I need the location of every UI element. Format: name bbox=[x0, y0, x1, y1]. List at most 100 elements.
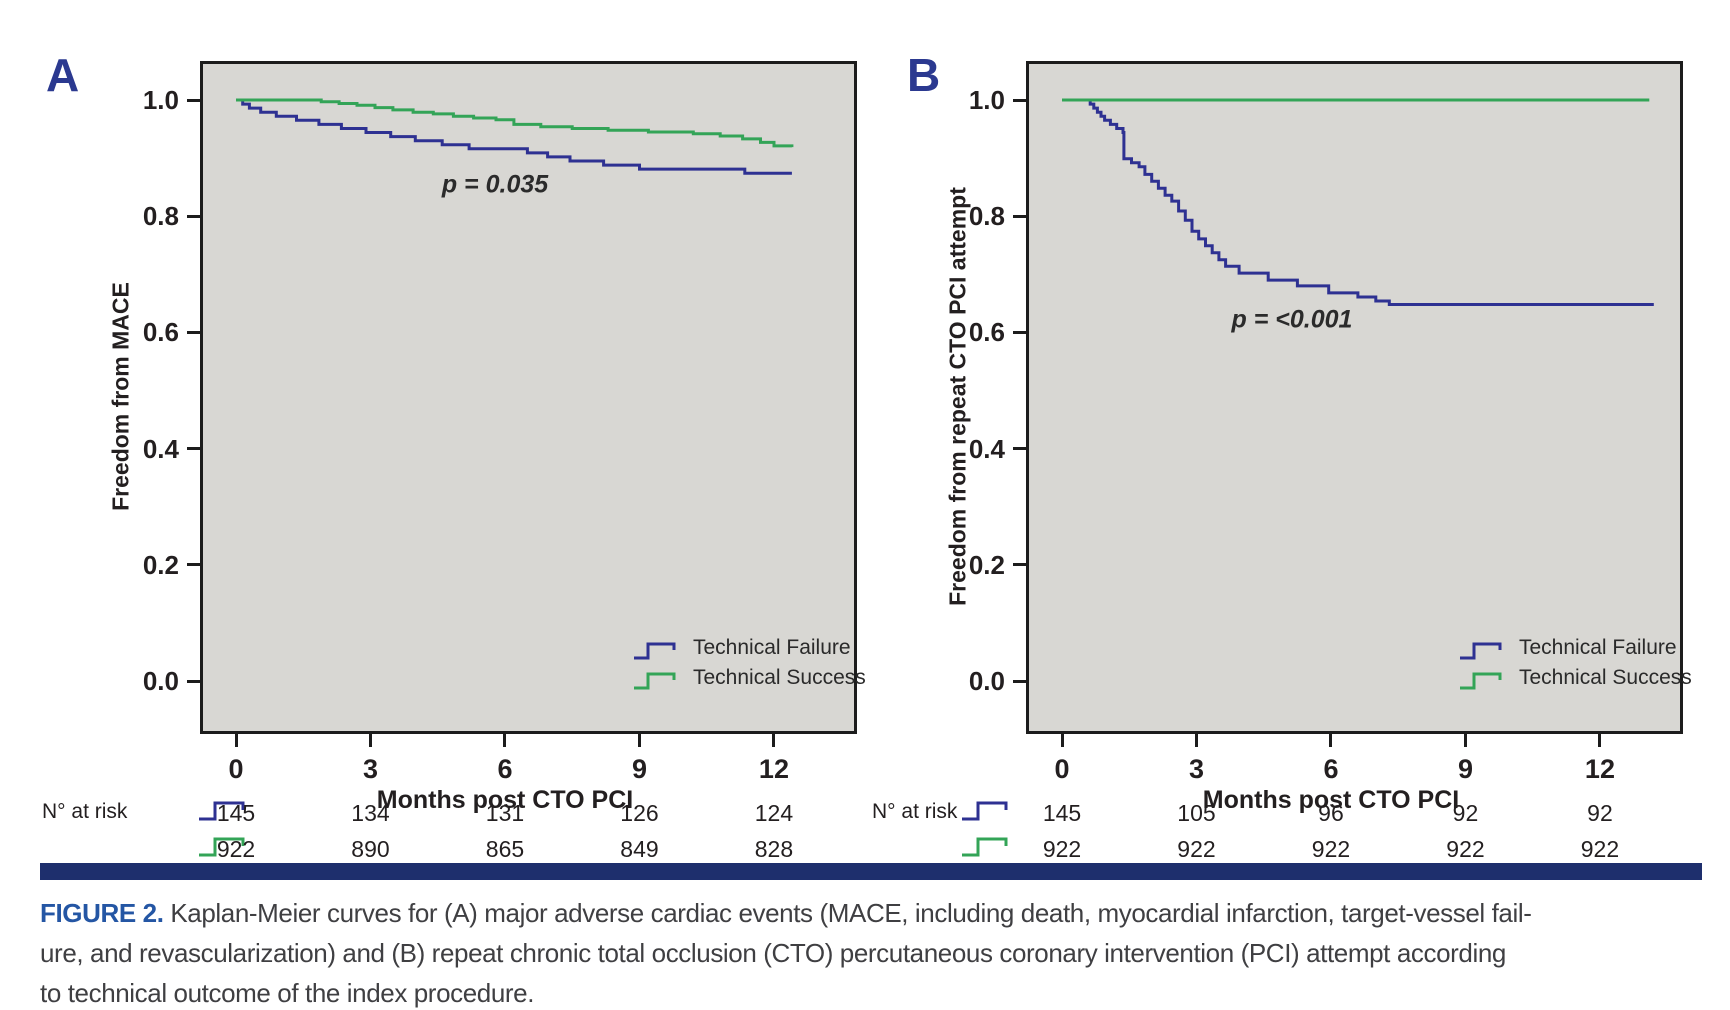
y-tick-label: 0.6 bbox=[142, 317, 179, 348]
caption-figure-tag: FIGURE 2. bbox=[40, 898, 164, 928]
panel-a-legend-success: Technical Success bbox=[633, 666, 866, 692]
x-tick-label: 6 bbox=[1323, 754, 1339, 784]
x-tick-mark bbox=[368, 734, 372, 747]
x-tick-mark bbox=[1329, 734, 1333, 747]
panel-a-risk-failure-icon bbox=[199, 801, 245, 821]
risk-count: 126 bbox=[620, 800, 659, 826]
failure-step-line-icon bbox=[634, 642, 676, 660]
km-curve-technical-success bbox=[236, 98, 794, 148]
caption-divider-bar bbox=[40, 863, 1702, 880]
risk-count: 922 bbox=[1177, 836, 1216, 862]
panel-b-x-axis-label: Months post CTO PCI bbox=[1202, 786, 1460, 814]
x-tick-mark bbox=[234, 734, 238, 747]
panel-a-km-curves bbox=[236, 98, 794, 175]
panel-b-risk-label: N° at risk bbox=[872, 800, 958, 823]
risk-count: 92 bbox=[1452, 800, 1479, 826]
risk-count: 890 bbox=[351, 836, 390, 862]
y-tick-mark bbox=[187, 447, 200, 451]
x-tick-mark bbox=[1060, 734, 1064, 747]
risk-count: 145 bbox=[216, 800, 256, 826]
figure-caption: FIGURE 2. Kaplan-Meier curves for (A) ma… bbox=[40, 893, 1710, 1010]
caption-line-1: FIGURE 2. Kaplan-Meier curves for (A) ma… bbox=[40, 893, 1710, 933]
y-tick-label: 1.0 bbox=[968, 85, 1005, 115]
risk-count: 922 bbox=[1580, 836, 1620, 862]
legend-label-success: Technical Success bbox=[693, 666, 866, 689]
y-tick-label: 0.4 bbox=[142, 433, 179, 464]
x-tick-mark bbox=[637, 734, 641, 747]
risk-count: 131 bbox=[485, 800, 525, 826]
y-tick-label: 0.8 bbox=[968, 201, 1005, 232]
panel-b-legend-failure: Technical Failure bbox=[1459, 636, 1679, 662]
panel-a-risk-label: N° at risk bbox=[42, 800, 128, 823]
legend-label-success: Technical Success bbox=[1519, 666, 1692, 689]
caption-line-3: to technical outcome of the index proced… bbox=[40, 978, 535, 1008]
x-tick-label: 9 bbox=[1457, 754, 1473, 784]
panel-b-legend-success: Technical Success bbox=[1459, 666, 1692, 692]
panel-b-p-value: p = <0.001 bbox=[1231, 305, 1353, 334]
risk-count: 105 bbox=[1177, 800, 1216, 826]
y-tick-mark bbox=[1013, 563, 1026, 567]
y-tick-label: 1.0 bbox=[142, 85, 179, 115]
x-tick-label: 6 bbox=[497, 754, 513, 784]
y-tick-mark bbox=[187, 98, 200, 102]
risk-count: 922 bbox=[1042, 836, 1082, 862]
x-tick-label: 3 bbox=[1188, 754, 1204, 784]
panel-a-y-axis-label: Freedom from MACE bbox=[107, 282, 134, 511]
y-tick-label: 0.0 bbox=[142, 666, 179, 696]
panel-b-y-axis-label: Freedom from repeat CTO PCI attempt bbox=[944, 187, 971, 606]
legend-label-failure: Technical Failure bbox=[693, 636, 851, 659]
panel-a-p-value: p = 0.035 bbox=[441, 170, 549, 199]
risk-count: 922 bbox=[1311, 836, 1351, 862]
success-step-line-icon bbox=[634, 672, 676, 690]
y-tick-mark bbox=[1013, 214, 1026, 218]
x-tick-label: 3 bbox=[362, 754, 378, 784]
km-curve-technical-failure bbox=[236, 98, 792, 175]
risk-count: 922 bbox=[216, 836, 256, 862]
y-tick-mark bbox=[187, 563, 200, 567]
y-tick-mark bbox=[1013, 447, 1026, 451]
y-tick-label: 0.0 bbox=[968, 666, 1005, 696]
risk-count: 134 bbox=[351, 800, 390, 826]
risk-count: 865 bbox=[485, 836, 525, 862]
panel-b-letter: B bbox=[907, 49, 941, 101]
failure-step-line-icon bbox=[1460, 642, 1502, 660]
panel-a-legend-failure: Technical Failure bbox=[633, 636, 853, 662]
x-tick-label: 0 bbox=[228, 754, 244, 784]
km-curve-technical-failure bbox=[1062, 98, 1654, 306]
y-tick-mark bbox=[1013, 679, 1026, 683]
success-step-line-icon bbox=[1460, 672, 1502, 690]
x-tick-mark bbox=[1194, 734, 1198, 747]
y-tick-label: 0.4 bbox=[968, 433, 1005, 464]
panel-a-letter: A bbox=[46, 49, 80, 101]
caption-text-1: Kaplan-Meier curves for (A) major advers… bbox=[170, 898, 1532, 928]
risk-count: 849 bbox=[620, 836, 659, 862]
y-tick-label: 0.6 bbox=[968, 317, 1005, 348]
panel-b-plot-area: p = <0.001 Technical Failure Technical S… bbox=[1026, 61, 1692, 734]
panel-a-plot-area: p = 0.035 Technical Failure Technical Su… bbox=[200, 61, 866, 734]
y-tick-label: 0.2 bbox=[142, 549, 179, 580]
x-tick-mark bbox=[1463, 734, 1467, 747]
y-tick-mark bbox=[187, 679, 200, 683]
x-tick-mark bbox=[1598, 734, 1602, 747]
panel-a-risk-success-icon bbox=[199, 837, 245, 857]
x-tick-label: 12 bbox=[1584, 754, 1615, 784]
x-tick-label: 12 bbox=[758, 754, 789, 784]
y-tick-label: 0.8 bbox=[142, 201, 179, 232]
x-tick-mark bbox=[772, 734, 776, 747]
y-tick-mark bbox=[1013, 98, 1026, 102]
y-tick-mark bbox=[187, 330, 200, 334]
panel-b-risk-failure-icon bbox=[962, 801, 1008, 821]
risk-count: 96 bbox=[1318, 800, 1344, 826]
risk-count: 145 bbox=[1042, 800, 1082, 826]
x-tick-label: 9 bbox=[631, 754, 647, 784]
risk-count: 92 bbox=[1587, 800, 1613, 826]
legend-label-failure: Technical Failure bbox=[1519, 636, 1677, 659]
risk-count: 922 bbox=[1446, 836, 1485, 862]
x-tick-label: 0 bbox=[1054, 754, 1070, 784]
panel-b-risk-success-icon bbox=[962, 837, 1008, 857]
panel-b-km-curves bbox=[1062, 98, 1654, 306]
risk-count: 124 bbox=[754, 800, 794, 826]
y-tick-mark bbox=[187, 214, 200, 218]
x-tick-mark bbox=[503, 734, 507, 747]
